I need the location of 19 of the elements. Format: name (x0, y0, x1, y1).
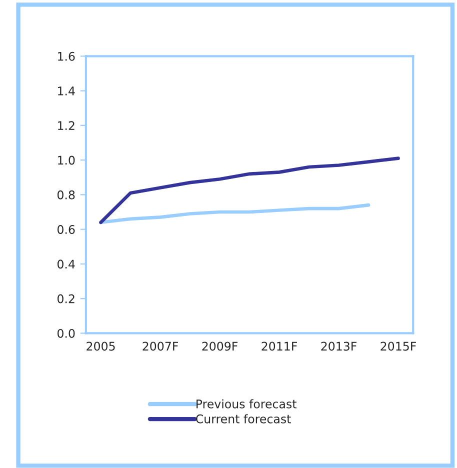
line-series (99, 156, 400, 224)
line-series (99, 203, 370, 224)
legend-label: Previous forecast (196, 399, 296, 408)
y-tick-label: 0.6 (58, 225, 75, 234)
legend-label: Current forecast (196, 414, 291, 424)
y-tick-label: 0.2 (58, 294, 74, 304)
x-tick-label: 2005 (86, 342, 115, 351)
y-tick-label: 0.4 (58, 260, 75, 269)
x-tick-label: 2013F (321, 342, 356, 351)
y-tick-label: 1.6 (58, 52, 75, 61)
x-tick-label: 2011F (262, 342, 297, 351)
y-tick-label: 1.4 (58, 86, 75, 96)
y-tick-label: 1.2 (58, 121, 74, 130)
x-tick-label: 2007F (142, 342, 178, 351)
y-tick-label: 1.0 (58, 156, 75, 165)
x-tick-label: 2009F (202, 342, 238, 351)
y-tick-label: 0.8 (58, 190, 75, 200)
y-tick-label: 0.0 (58, 328, 75, 338)
x-tick-label: 2015F (380, 342, 416, 351)
